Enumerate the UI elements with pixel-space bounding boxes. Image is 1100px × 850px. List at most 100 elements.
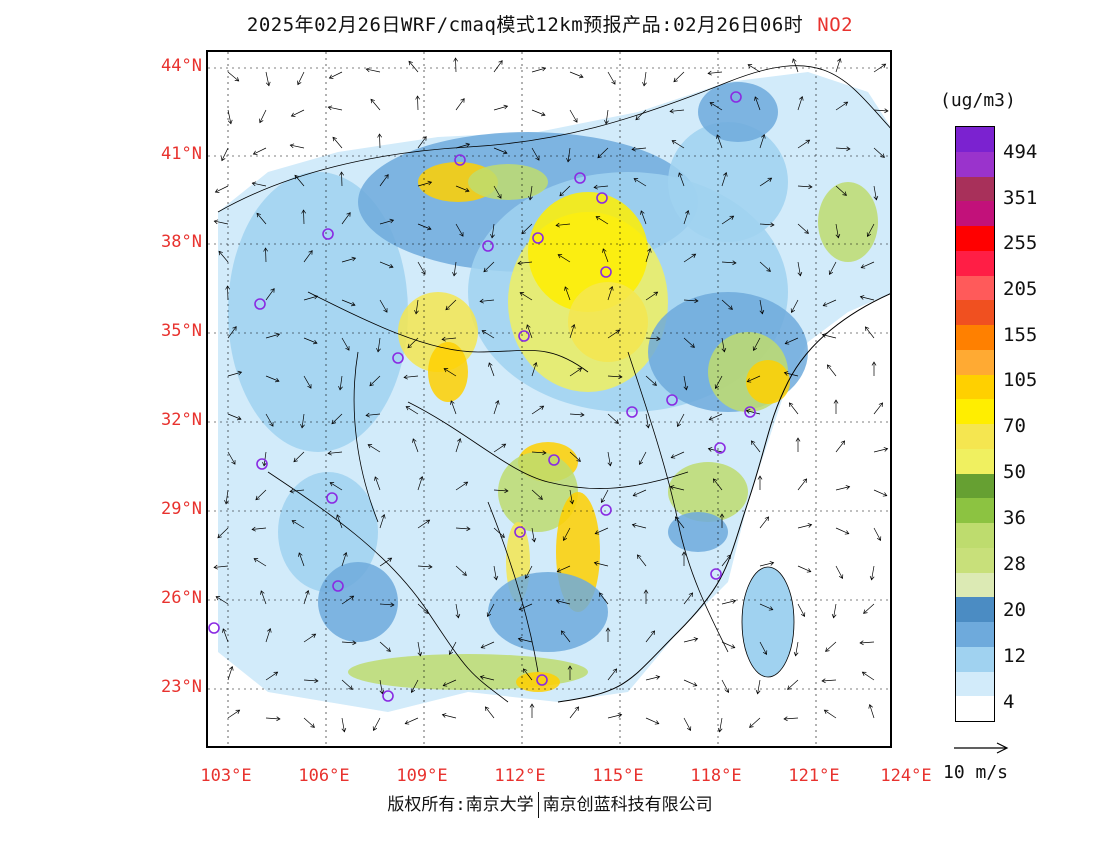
wind-arrow — [759, 261, 771, 272]
wind-arrow — [417, 603, 429, 614]
wind-arrow — [671, 451, 685, 459]
wind-arrow — [595, 527, 609, 535]
wind-arrow — [607, 451, 611, 466]
wind-arrowhead — [802, 478, 808, 483]
colorbar-swatch — [956, 424, 994, 449]
wind-arrow — [569, 413, 584, 416]
wind-arrow — [290, 489, 305, 492]
copyright-footer: 版权所有:南京大学 南京创蓝科技有限公司 — [0, 790, 1100, 818]
wind-arrowhead — [305, 590, 310, 595]
wind-arrowhead — [631, 146, 636, 152]
wind-arrow — [379, 679, 383, 694]
wind-arrowhead — [300, 424, 305, 429]
wind-arrow — [488, 362, 495, 377]
wind-arrow — [860, 641, 875, 644]
wind-arrow — [556, 223, 571, 226]
wind-arrow — [298, 552, 305, 567]
wind-arrowhead — [873, 195, 879, 201]
wind-arrow — [491, 223, 495, 238]
wind-arrow — [450, 400, 457, 415]
wind-arrow — [683, 337, 695, 348]
wind-arrow — [263, 451, 267, 466]
wind-arrowhead — [255, 495, 260, 501]
wind-arrowhead — [783, 371, 789, 376]
wind-arrowhead — [631, 523, 637, 528]
wind-arrowhead — [427, 180, 433, 186]
wind-arrowhead — [605, 627, 611, 632]
wind-arrowhead — [580, 412, 585, 418]
wind-arrow — [455, 527, 470, 530]
wind-arrow — [797, 261, 801, 276]
wind-arrow — [493, 147, 508, 154]
wind-arrow — [721, 261, 736, 264]
wind-arrowhead — [556, 568, 562, 573]
wind-arrowhead — [529, 703, 535, 708]
city-marker — [710, 568, 722, 580]
wind-arrow — [784, 717, 799, 720]
wind-arrowhead — [618, 374, 623, 380]
wind-arrowhead — [417, 651, 423, 657]
wind-arrowhead — [441, 713, 447, 718]
wind-arrow — [341, 595, 354, 605]
wind-arrowhead — [795, 437, 801, 442]
wind-arrow — [789, 402, 799, 415]
wind-arrowhead — [729, 215, 735, 220]
wind-arrowhead — [218, 250, 223, 256]
wind-arrow — [753, 337, 761, 351]
wind-arrowhead — [352, 640, 357, 646]
wind-arrow — [759, 641, 767, 655]
wind-arrowhead — [571, 324, 576, 329]
concentration-patch — [746, 360, 790, 404]
wind-arrow — [493, 105, 508, 111]
wind-arrowhead — [425, 519, 431, 524]
wind-arrow — [303, 590, 309, 605]
wind-arrowhead — [861, 671, 867, 676]
wind-arrowhead — [231, 460, 236, 465]
colorbar-swatch — [956, 696, 994, 721]
wind-arrow — [835, 527, 849, 535]
wind-arrow — [341, 212, 351, 225]
lat-label-26n: 26°N — [161, 588, 202, 608]
city-marker — [208, 622, 220, 634]
wind-arrowhead — [805, 139, 811, 144]
wind-arrowhead — [346, 212, 351, 217]
wind-arrow — [417, 565, 432, 568]
wind-arrowhead — [573, 118, 578, 123]
wind-arrow — [861, 261, 875, 269]
wind-arrowhead — [443, 368, 449, 373]
city-marker — [600, 504, 612, 516]
colorbar-label-28: 28 — [1003, 553, 1026, 575]
city-marker — [600, 266, 612, 278]
wind-arrow — [871, 565, 875, 580]
wind-arrow — [227, 326, 237, 339]
wind-arrow — [797, 565, 811, 573]
wind-arrowhead — [336, 514, 341, 519]
wind-arrowhead — [310, 723, 315, 728]
wind-arrowhead — [655, 675, 661, 680]
wind-arrowhead — [878, 402, 884, 407]
wind-arrowhead — [869, 575, 875, 581]
wind-arrow — [822, 679, 837, 682]
wind-arrow — [290, 144, 305, 149]
wind-arrow — [449, 641, 457, 655]
lon-label-115e: 115°E — [592, 766, 644, 786]
wind-arrowhead — [448, 650, 454, 655]
wind-arrow — [873, 63, 886, 73]
wind-arrow — [265, 717, 280, 720]
concentration-patch — [818, 182, 878, 262]
wind-arrow — [417, 181, 432, 187]
wind-arrowhead — [503, 104, 509, 110]
city-marker — [730, 91, 742, 103]
wind-arrow — [442, 337, 457, 340]
wind-arrowhead — [766, 267, 771, 272]
wind-arrowhead — [528, 196, 533, 201]
wind-arrowhead — [311, 633, 317, 638]
wind-arrowhead — [673, 77, 678, 83]
wind-arrowhead — [768, 606, 774, 611]
colorbar-swatch — [956, 325, 994, 350]
wind-arrow — [519, 292, 533, 301]
wind-arrowhead — [822, 302, 828, 307]
wind-arrowhead — [298, 552, 303, 557]
wind-arrow — [303, 717, 315, 728]
wind-arrowhead — [669, 485, 675, 490]
